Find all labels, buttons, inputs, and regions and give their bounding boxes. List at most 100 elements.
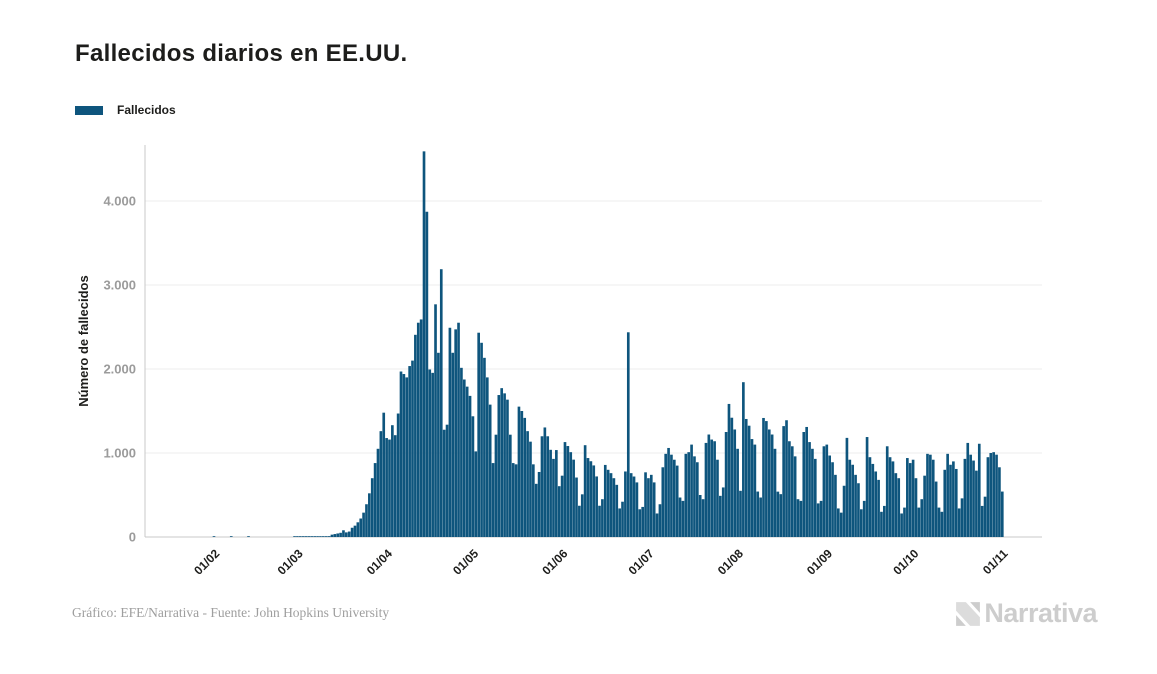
bar[interactable]: [992, 452, 995, 537]
bar[interactable]: [664, 453, 668, 537]
bar[interactable]: [730, 417, 734, 537]
bar[interactable]: [641, 506, 644, 537]
bar[interactable]: [569, 452, 573, 537]
bar[interactable]: [471, 416, 475, 537]
bar[interactable]: [716, 459, 719, 537]
bar[interactable]: [747, 425, 751, 537]
bar[interactable]: [678, 497, 682, 537]
bar[interactable]: [960, 498, 964, 537]
bar[interactable]: [822, 446, 826, 537]
bar[interactable]: [819, 500, 823, 537]
bar[interactable]: [937, 507, 941, 537]
bar[interactable]: [488, 404, 492, 537]
bar[interactable]: [319, 536, 322, 537]
bar[interactable]: [940, 511, 944, 537]
bar[interactable]: [327, 536, 331, 537]
bar[interactable]: [434, 304, 437, 537]
bar[interactable]: [865, 437, 869, 537]
bar[interactable]: [483, 357, 486, 537]
bar[interactable]: [388, 439, 391, 537]
bar[interactable]: [733, 429, 737, 537]
bar[interactable]: [782, 426, 785, 537]
bar[interactable]: [638, 509, 642, 537]
bar[interactable]: [598, 505, 601, 537]
bar[interactable]: [765, 421, 768, 537]
bar[interactable]: [391, 425, 394, 537]
bar[interactable]: [402, 374, 406, 537]
bar[interactable]: [534, 483, 538, 537]
bar[interactable]: [563, 442, 567, 537]
bar[interactable]: [796, 499, 800, 537]
bar[interactable]: [368, 493, 371, 537]
bar[interactable]: [770, 434, 774, 537]
bar[interactable]: [862, 500, 866, 537]
bar[interactable]: [788, 441, 791, 537]
bar[interactable]: [589, 461, 593, 537]
bar[interactable]: [946, 453, 949, 537]
legend[interactable]: Fallecidos: [75, 103, 176, 117]
bar[interactable]: [624, 471, 627, 537]
bar[interactable]: [762, 417, 765, 537]
bar[interactable]: [779, 494, 783, 537]
bar[interactable]: [359, 518, 363, 537]
bar[interactable]: [793, 456, 797, 537]
bar[interactable]: [595, 476, 598, 537]
bar[interactable]: [667, 447, 670, 537]
bar[interactable]: [313, 536, 317, 537]
bar[interactable]: [575, 477, 578, 537]
bar[interactable]: [649, 474, 653, 537]
bar[interactable]: [831, 462, 834, 537]
bar[interactable]: [592, 465, 596, 537]
bar[interactable]: [874, 471, 878, 537]
bar[interactable]: [425, 211, 429, 537]
bar[interactable]: [949, 464, 952, 537]
bar[interactable]: [442, 429, 446, 537]
bar[interactable]: [839, 512, 843, 537]
bar[interactable]: [911, 459, 915, 537]
bar[interactable]: [767, 429, 771, 537]
bar[interactable]: [480, 342, 483, 537]
bar[interactable]: [963, 458, 967, 537]
bar[interactable]: [350, 527, 354, 537]
bar[interactable]: [365, 504, 368, 537]
bar[interactable]: [845, 437, 849, 537]
bar[interactable]: [652, 482, 656, 537]
bar[interactable]: [560, 475, 564, 537]
bar[interactable]: [736, 448, 739, 537]
bar[interactable]: [347, 531, 351, 537]
bar[interactable]: [316, 536, 319, 537]
bar[interactable]: [298, 536, 302, 537]
bar[interactable]: [920, 499, 924, 537]
bar[interactable]: [739, 490, 742, 537]
bar[interactable]: [854, 474, 857, 537]
bar[interactable]: [954, 468, 958, 537]
bar[interactable]: [690, 444, 693, 537]
bar[interactable]: [923, 475, 926, 537]
bar[interactable]: [1000, 491, 1004, 537]
bar[interactable]: [701, 499, 705, 537]
bar[interactable]: [785, 420, 788, 537]
bar[interactable]: [908, 463, 912, 537]
bar[interactable]: [296, 536, 299, 537]
bar[interactable]: [437, 352, 440, 537]
bar[interactable]: [891, 461, 895, 537]
bar[interactable]: [681, 500, 685, 537]
bar[interactable]: [883, 505, 886, 537]
bar[interactable]: [460, 367, 463, 537]
bar[interactable]: [474, 451, 478, 537]
bar[interactable]: [707, 434, 711, 537]
bar[interactable]: [304, 536, 308, 537]
bar[interactable]: [370, 478, 374, 537]
bar[interactable]: [356, 522, 360, 537]
bar[interactable]: [721, 487, 725, 537]
bar[interactable]: [744, 418, 748, 537]
bar[interactable]: [719, 495, 722, 537]
bar[interactable]: [687, 452, 691, 537]
bar[interactable]: [995, 454, 998, 537]
bar[interactable]: [572, 459, 575, 537]
bar[interactable]: [894, 473, 898, 537]
bar[interactable]: [776, 491, 780, 537]
bar[interactable]: [491, 463, 495, 537]
bar[interactable]: [532, 464, 535, 537]
bar[interactable]: [647, 478, 650, 537]
